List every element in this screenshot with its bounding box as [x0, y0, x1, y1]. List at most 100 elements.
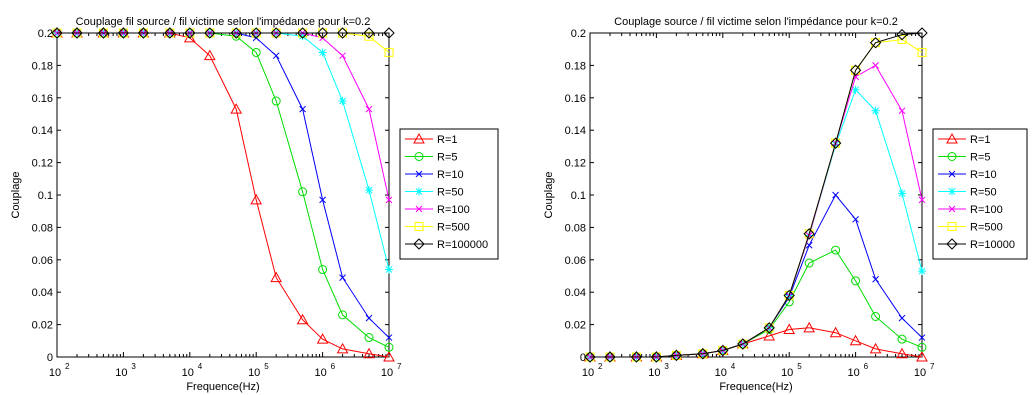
marker-13	[869, 342, 882, 354]
marker-13	[872, 275, 879, 283]
series-line	[590, 32, 923, 358]
marker-9	[250, 193, 263, 205]
chart-title: Couplage source / fil victime selon l'im…	[614, 16, 898, 28]
x-tick-exponent: 3	[664, 362, 669, 371]
marker-1	[71, 27, 83, 39]
marker-4	[670, 349, 683, 362]
legend-entry: R=50	[405, 187, 464, 199]
marker-13	[869, 37, 882, 49]
marker-14	[364, 31, 374, 41]
marker-14	[896, 28, 908, 41]
marker-15	[918, 334, 926, 341]
y-axis-label: Couplage	[543, 171, 555, 218]
legend-label: R=1	[437, 134, 458, 146]
marker-13	[339, 274, 346, 281]
y-tick-label: 0	[580, 352, 586, 364]
legend-entry: R=10	[938, 169, 997, 181]
x-axis-label: Frequence(Hz)	[719, 381, 792, 393]
x-tick-exponent: 5	[797, 362, 802, 371]
marker-13	[871, 312, 881, 321]
y-axis-label: Couplage	[10, 171, 22, 218]
marker-12	[319, 196, 326, 204]
marker-8	[764, 323, 774, 333]
y-tick-label: 0.08	[32, 222, 53, 234]
marker-6	[717, 344, 729, 357]
chart-2: Couplage source / fil victime selon l'im…	[543, 16, 1028, 393]
x-tick-exponent: 2	[65, 362, 70, 371]
marker-12	[318, 48, 327, 57]
marker-7	[737, 338, 749, 350]
x-tick-label: 10	[115, 367, 127, 379]
marker-9	[783, 323, 796, 334]
x-tick-label: 10	[49, 367, 61, 379]
x-tick-label: 10	[381, 367, 393, 379]
y-tick-label: 0.02	[32, 320, 53, 332]
legend-label: R=100000	[437, 239, 488, 251]
marker-10	[803, 321, 816, 333]
plot-area	[56, 32, 390, 358]
legend-entry: R=100000	[405, 238, 488, 251]
marker-11	[296, 27, 309, 39]
marker-legend	[414, 152, 424, 161]
marker-8	[763, 329, 776, 341]
marker-14	[897, 334, 907, 344]
x-tick-label: 10	[182, 367, 194, 379]
marker-14	[896, 347, 908, 359]
marker-14	[898, 314, 906, 322]
marker-11	[831, 245, 841, 255]
marker-15	[918, 196, 926, 204]
x-tick-label: 10	[847, 367, 859, 379]
x-tick-exponent: 4	[198, 362, 203, 371]
marker-12	[849, 334, 862, 346]
legend-label: R=100	[970, 204, 1003, 216]
marker-legend	[415, 187, 423, 196]
series-7	[584, 27, 928, 363]
legend-label: R=10	[437, 169, 464, 181]
marker-legend	[948, 170, 956, 178]
marker-14	[363, 347, 375, 359]
marker-legend	[415, 205, 423, 213]
x-tick-label: 10	[914, 367, 926, 379]
legend-label: R=500	[437, 222, 470, 234]
y-tick-label: 0.04	[565, 287, 586, 299]
marker-2	[97, 27, 110, 39]
y-tick-label: 0.12	[32, 158, 53, 170]
marker-15	[917, 47, 927, 57]
marker-12	[852, 215, 859, 223]
y-tick-label: 0.1	[38, 190, 53, 202]
marker-13	[871, 38, 881, 48]
marker-13	[336, 27, 349, 39]
marker-7	[738, 339, 748, 349]
series-7	[51, 27, 395, 39]
marker-0	[584, 351, 596, 363]
marker-14	[365, 186, 374, 195]
legend-label: R=50	[437, 187, 464, 199]
marker-13	[338, 97, 347, 106]
plot-area	[589, 32, 923, 358]
marker-13	[339, 52, 346, 60]
y-tick-label: 0.02	[565, 320, 586, 332]
marker-11	[298, 32, 307, 41]
y-tick-label: 0.14	[32, 125, 53, 137]
x-tick-exponent: 7	[930, 362, 935, 371]
chart-title: Couplage fil source / fil victime selon …	[76, 16, 371, 28]
x-tick-label: 10	[582, 367, 594, 379]
y-tick-label: 0.14	[565, 125, 586, 137]
marker-14	[365, 314, 373, 322]
marker-legend	[948, 205, 956, 213]
y-tick-label: 0.18	[32, 60, 53, 72]
legend: R=1 R=5 R=10 R=50 R=100 R=500 R=100000	[399, 128, 499, 260]
y-tick-label: 0.18	[565, 60, 586, 72]
marker-6	[718, 346, 728, 356]
marker-13	[872, 62, 879, 69]
legend-entry: R=500	[938, 222, 1003, 234]
marker-10	[272, 52, 280, 60]
marker-9	[250, 27, 262, 39]
x-axis-label: Frequence(Hz)	[186, 381, 259, 393]
marker-12	[851, 85, 860, 94]
marker-13	[871, 106, 880, 115]
marker-15	[916, 350, 928, 362]
marker-3	[117, 27, 130, 39]
marker-1	[604, 351, 616, 363]
